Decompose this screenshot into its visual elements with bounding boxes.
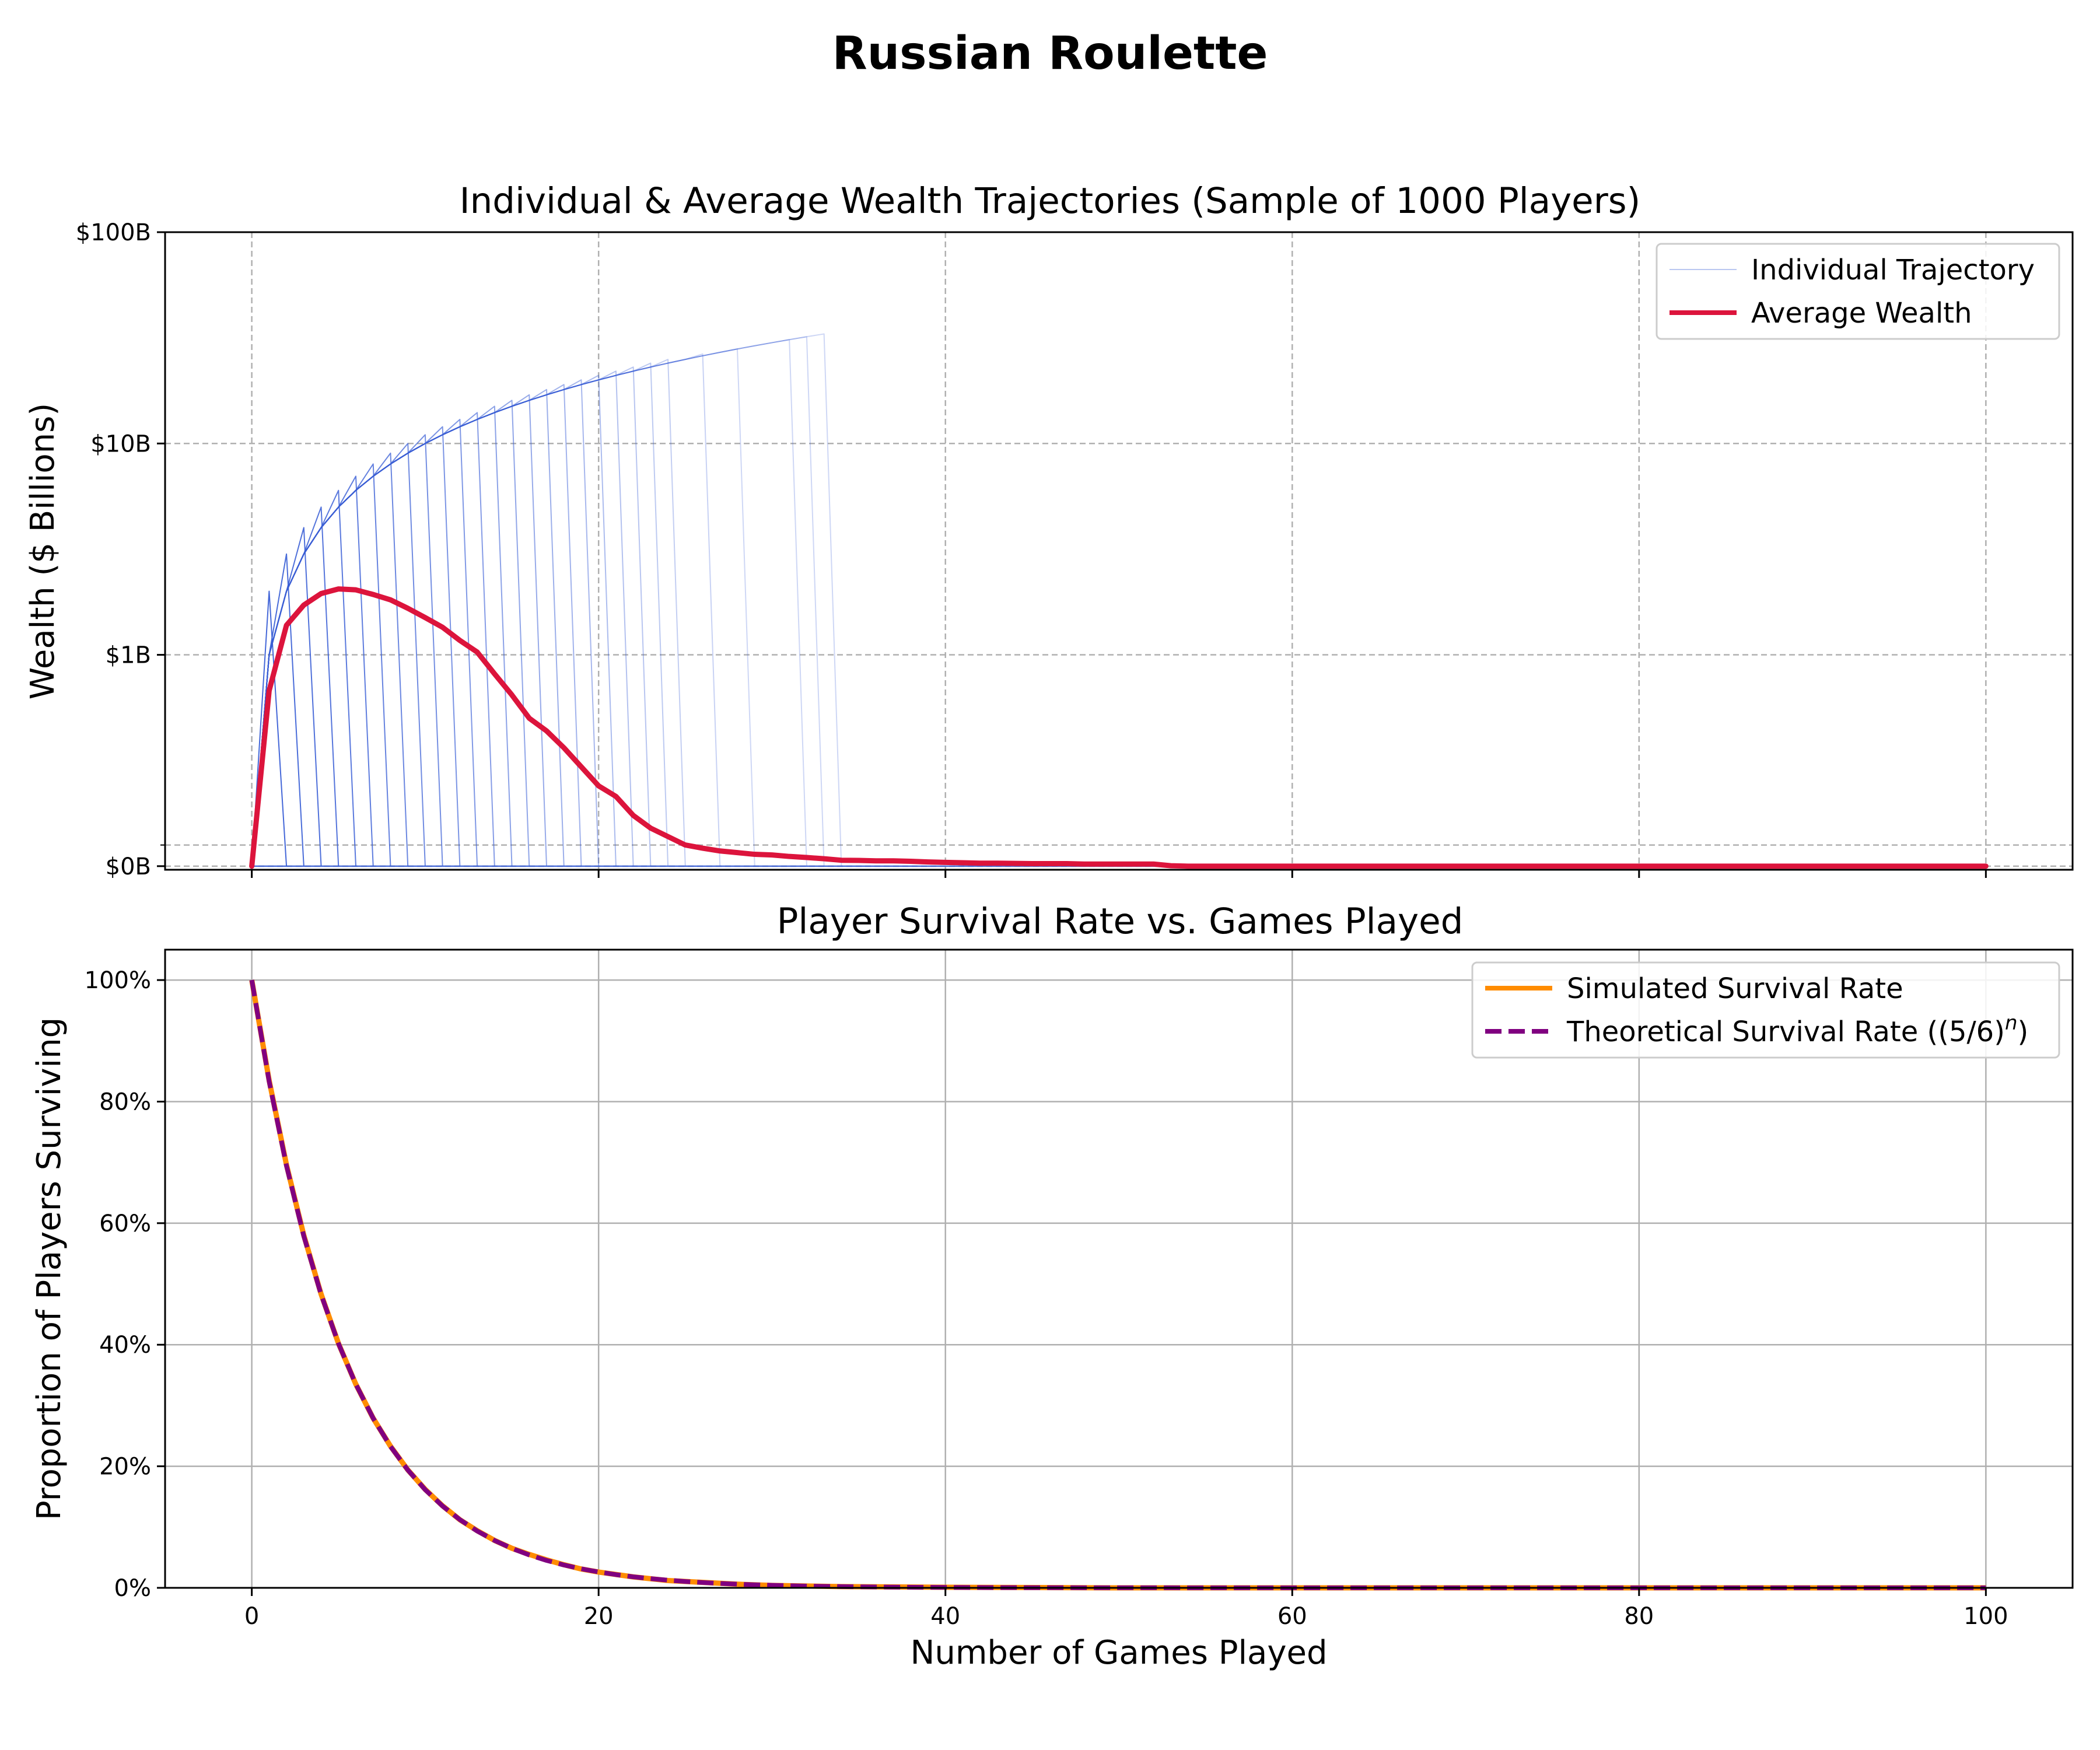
wealth-y-tick-label: $10B: [90, 430, 151, 457]
survival-y-tick-label: 40%: [99, 1332, 151, 1359]
wealth-legend: Individual Trajectory Average Wealth: [1656, 243, 2060, 340]
survival-legend: Simulated Survival Rate Theoretical Surv…: [1471, 961, 2060, 1059]
survival-y-axis-label: Proportion of Players Surviving: [30, 1017, 68, 1520]
legend-label-theoretical: Theoretical Survival Rate ((5/6)n): [1566, 1012, 2028, 1048]
wealth-y-axis-label: Wealth ($ Billions): [24, 403, 62, 699]
individual-trajectory-line: [251, 348, 755, 866]
survival-legend-box: [1471, 961, 2060, 1059]
individual-trajectory-line: [251, 388, 565, 866]
survival-y-tick-label: 60%: [99, 1210, 151, 1237]
wealth-y-tick-label: $1B: [106, 642, 151, 669]
individual-trajectory-line: [251, 374, 617, 866]
individual-trajectory-line: [251, 366, 652, 866]
survival-y-ticks: 0% 20% 40% 60% 80% 100%: [85, 967, 165, 1602]
wealth-legend-box: [1656, 243, 2060, 340]
individual-trajectory-line: [251, 370, 634, 866]
legend-label-simulated: Simulated Survival Rate: [1567, 972, 1903, 1005]
individual-trajectory-line: [251, 384, 582, 866]
survival-y-tick-label: 80%: [99, 1088, 151, 1115]
individual-trajectory-line: [251, 590, 288, 866]
survival-x-axis-label: Number of Games Played: [910, 1634, 1327, 1672]
survival-x-tick-label: 60: [1278, 1603, 1307, 1630]
survival-x-tick-label: 20: [584, 1603, 614, 1630]
survival-panel-title: Player Survival Rate vs. Games Played: [777, 901, 1464, 942]
figure-suptitle: Russian Roulette: [832, 27, 1268, 80]
legend-label-theoretical-sup: n: [2005, 1012, 2018, 1035]
survival-y-tick-label: 100%: [85, 967, 151, 994]
wealth-x-ticks: [251, 870, 1987, 878]
average-wealth-series: [249, 586, 1989, 869]
wealth-y-ticks: $0B $1B $10B $100B: [76, 219, 165, 880]
individual-trajectories: [251, 333, 1986, 867]
wealth-y-tick-label: $100B: [76, 219, 151, 246]
wealth-panel: Individual & Average Wealth Trajectories…: [24, 180, 2074, 880]
survival-x-ticks: 0 20 40 60 80 100: [244, 1588, 2008, 1630]
wealth-y-tick-label: $0B: [106, 853, 151, 880]
legend-label-average: Average Wealth: [1751, 297, 1972, 330]
legend-label-individual: Individual Trajectory: [1751, 254, 2035, 286]
individual-trajectory-line: [251, 339, 807, 866]
wealth-plot-frame: [164, 231, 2074, 871]
individual-trajectory-line: [251, 353, 721, 866]
legend-label-theoretical-suffix: ): [2018, 1016, 2029, 1048]
individual-trajectory-line: [251, 336, 825, 866]
individual-trajectory-line: [251, 333, 842, 866]
wealth-panel-title: Individual & Average Wealth Trajectories…: [460, 180, 1641, 222]
individual-trajectory-line: [251, 359, 686, 866]
survival-y-tick-label: 20%: [99, 1454, 151, 1480]
survival-x-tick-label: 40: [930, 1603, 960, 1630]
survival-panel: Player Survival Rate vs. Games Played 0%…: [30, 901, 2074, 1672]
average-wealth-line: [249, 586, 1989, 869]
individual-trajectory-line: [251, 379, 600, 866]
survival-plot-frame: [164, 949, 2074, 1589]
survival-y-tick-label: 0%: [114, 1575, 151, 1602]
individual-trajectory-line: [251, 362, 669, 866]
survival-x-tick-label: 80: [1624, 1603, 1654, 1630]
survival-x-tick-label: 0: [244, 1603, 259, 1630]
legend-label-theoretical-main: Theoretical Survival Rate ((5/6): [1566, 1016, 2005, 1048]
survival-x-tick-label: 100: [1964, 1603, 2008, 1630]
